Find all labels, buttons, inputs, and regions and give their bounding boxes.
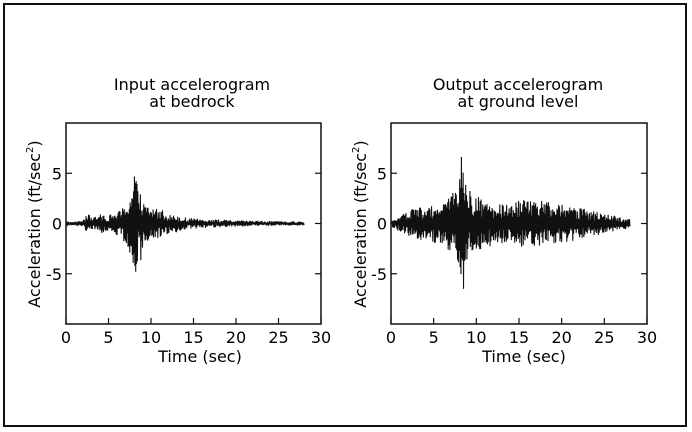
left-y-tick-label: -5 (46, 265, 62, 284)
left-title-line1: Input accelerogram (114, 75, 270, 94)
right-y-tick-label: 0 (377, 215, 387, 234)
right-y-tick-label: -5 (371, 265, 387, 284)
right-x-tick-label: 30 (637, 328, 657, 347)
left-x-tick-label: 30 (311, 328, 331, 347)
left-y-axis-label: Acceleration (ft/sec2) (25, 140, 44, 307)
right-x-tick-label: 0 (386, 328, 396, 347)
left-x-tick-label: 25 (268, 328, 288, 347)
right-chart: Output accelerogram at ground level Acce… (351, 75, 657, 366)
right-title-line1: Output accelerogram (433, 75, 603, 94)
right-x-tick-label: 10 (466, 328, 486, 347)
left-title-line2: at bedrock (149, 92, 235, 111)
left-accelerogram-trace (65, 176, 305, 272)
right-accelerogram-trace (390, 156, 631, 289)
left-x-tick-label: 10 (141, 328, 161, 347)
left-y-tick-label: 0 (52, 215, 62, 234)
left-x-tick-label: 15 (183, 328, 203, 347)
left-x-axis-label: Time (sec) (157, 347, 242, 366)
right-x-tick-label: 25 (594, 328, 614, 347)
left-chart: Input accelerogram at bedrock Accelerati… (25, 75, 331, 366)
right-x-tick-label: 20 (551, 328, 571, 347)
left-x-tick-label: 20 (226, 328, 246, 347)
left-y-tick-label: 5 (52, 164, 62, 183)
right-y-axis-label: Acceleration (ft/sec2) (351, 140, 370, 307)
left-x-tick-label: 5 (103, 328, 113, 347)
right-x-tick-label: 5 (429, 328, 439, 347)
left-x-tick-label: 0 (61, 328, 71, 347)
right-x-axis-label: Time (sec) (481, 347, 566, 366)
right-x-tick-label: 15 (509, 328, 529, 347)
right-title-line2: at ground level (458, 92, 579, 111)
right-y-tick-label: 5 (377, 164, 387, 183)
